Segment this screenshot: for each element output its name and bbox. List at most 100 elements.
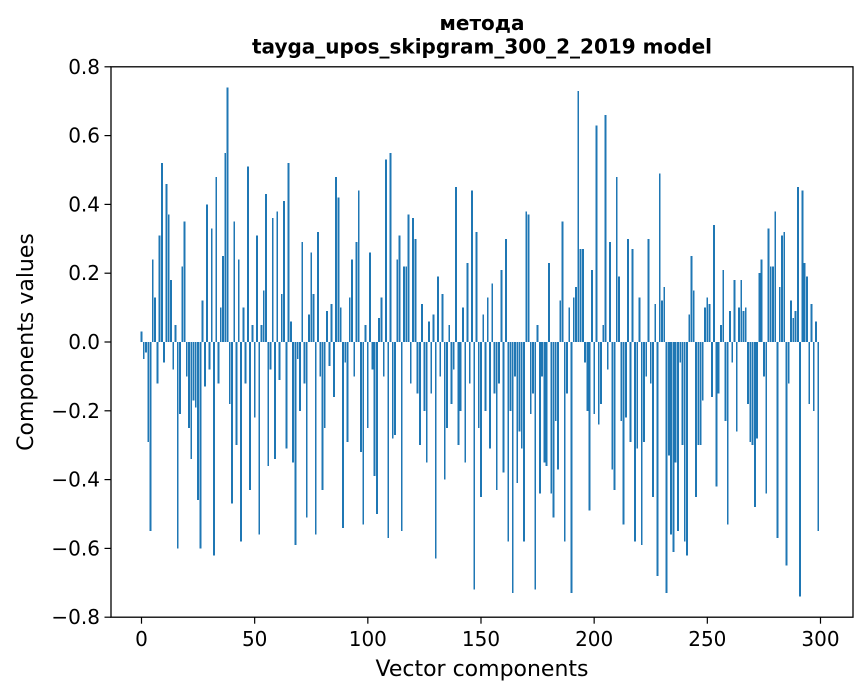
bar xyxy=(287,163,290,342)
bar xyxy=(781,235,783,342)
bar xyxy=(380,297,383,342)
x-tick-label: 150 xyxy=(462,627,500,651)
bar xyxy=(276,211,279,342)
bar xyxy=(246,166,249,342)
bar xyxy=(387,342,390,539)
bar xyxy=(532,342,534,394)
bar xyxy=(332,342,335,398)
y-tick-label: −0.8 xyxy=(51,605,100,629)
bar xyxy=(724,342,727,422)
bar xyxy=(572,297,575,342)
bar xyxy=(559,300,562,342)
bar xyxy=(237,259,240,342)
bar xyxy=(615,176,618,342)
bar xyxy=(758,273,761,342)
bar xyxy=(740,280,743,342)
bar xyxy=(511,342,514,594)
bar xyxy=(378,317,381,342)
x-tick-label: 200 xyxy=(575,627,613,651)
bar xyxy=(629,342,632,442)
bar xyxy=(514,342,516,377)
bar xyxy=(179,342,181,415)
bar xyxy=(604,114,607,343)
bar xyxy=(796,187,799,342)
bar xyxy=(459,342,462,411)
bar xyxy=(235,342,238,446)
bar xyxy=(627,238,630,342)
bar xyxy=(640,342,643,545)
bar xyxy=(348,297,351,342)
bar xyxy=(461,307,464,342)
bar xyxy=(729,311,731,342)
bars-group xyxy=(140,87,820,597)
bar xyxy=(597,342,600,425)
bar xyxy=(450,342,453,404)
bar xyxy=(375,342,378,514)
bar xyxy=(686,342,688,556)
bar xyxy=(346,342,349,442)
bar xyxy=(296,342,299,360)
bar xyxy=(751,342,754,446)
bar xyxy=(590,269,593,342)
bar xyxy=(520,342,523,449)
bar xyxy=(667,342,670,456)
bar xyxy=(337,197,340,342)
bar xyxy=(765,342,768,494)
bar xyxy=(697,342,700,446)
bar xyxy=(294,342,297,545)
bar xyxy=(423,342,426,411)
bar xyxy=(726,342,729,525)
bar xyxy=(267,342,270,466)
bar xyxy=(430,342,433,394)
bar xyxy=(738,307,740,342)
bar xyxy=(810,304,813,342)
y-tick-label: 0.6 xyxy=(68,124,100,148)
bar xyxy=(310,252,313,342)
bar xyxy=(509,342,512,411)
bar xyxy=(215,176,218,342)
bar xyxy=(475,231,478,342)
bar xyxy=(624,342,627,418)
bar xyxy=(421,304,424,342)
bar xyxy=(407,214,410,342)
bar xyxy=(224,152,227,342)
bar xyxy=(412,218,414,342)
bar xyxy=(151,259,154,342)
bar xyxy=(455,187,457,342)
bar xyxy=(588,342,591,511)
bar xyxy=(767,228,770,342)
bar xyxy=(609,242,611,342)
bar xyxy=(292,342,295,463)
bar xyxy=(222,256,224,342)
bar xyxy=(744,307,747,342)
bar xyxy=(165,183,168,342)
bar xyxy=(321,342,324,490)
bar xyxy=(495,342,498,490)
bar xyxy=(636,342,639,449)
bar xyxy=(568,307,571,342)
bar xyxy=(448,324,451,342)
bar xyxy=(812,342,815,411)
bar xyxy=(441,293,444,342)
bar xyxy=(749,342,752,442)
bar xyxy=(536,324,539,342)
bar xyxy=(314,342,317,535)
bar xyxy=(199,342,202,549)
bar xyxy=(366,342,369,428)
bar xyxy=(328,342,331,367)
bar xyxy=(677,342,679,532)
bar xyxy=(690,256,693,342)
bar xyxy=(163,342,166,363)
bar xyxy=(772,266,774,342)
bar xyxy=(803,262,806,342)
bar xyxy=(353,342,356,377)
bar xyxy=(500,269,503,342)
bar xyxy=(466,262,469,342)
bar xyxy=(194,342,197,408)
bar xyxy=(606,342,609,370)
bar xyxy=(778,286,781,342)
bar xyxy=(339,307,342,342)
bar xyxy=(452,342,455,370)
